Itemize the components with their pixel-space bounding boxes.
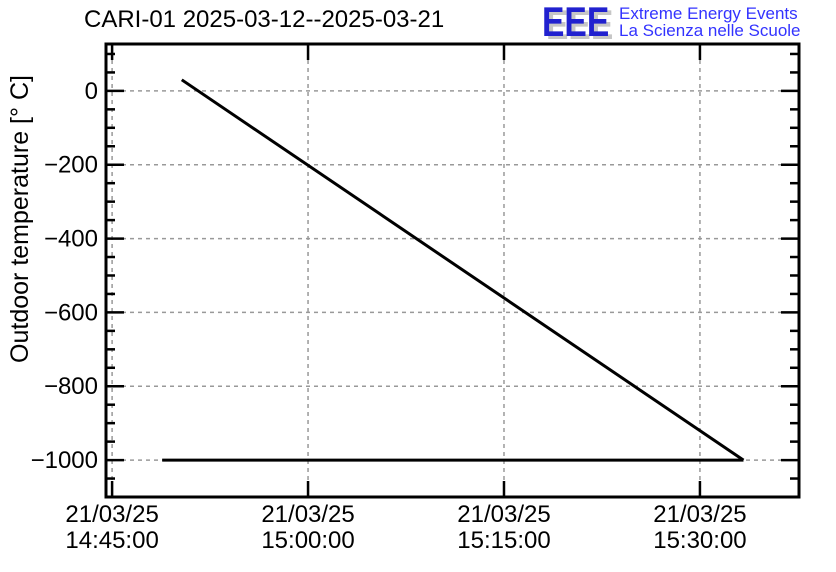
grid [106,44,799,497]
x-tick-label-date: 21/03/25 [65,501,158,528]
eee-logo: EEE Extreme Energy Events La Scienza nel… [542,0,801,45]
eee-logo-tagline: Extreme Energy Events La Scienza nelle S… [619,3,801,40]
plot-title: CARI-01 2025-03-12--2025-03-21 [84,6,445,33]
eee-tagline-line1: Extreme Energy Events [619,3,798,23]
axis-ticks [106,44,799,497]
y-tick-label: 0 [85,78,98,105]
x-tick-label-time: 15:30:00 [653,527,746,554]
y-tick-label: −200 [44,152,98,179]
x-tick-label-date: 21/03/25 [457,501,550,528]
x-tick-label-time: 14:45:00 [65,527,158,554]
y-tick-label: −800 [44,373,98,400]
x-tick-label-time: 15:15:00 [457,527,550,554]
y-tick-label: −400 [44,226,98,253]
x-tick-labels: 21/03/2514:45:0021/03/2515:00:0021/03/25… [65,501,746,554]
x-tick-label-date: 21/03/25 [261,501,354,528]
plot-frame [104,42,801,499]
y-tick-label: −600 [44,299,98,326]
x-tick-label-time: 15:00:00 [261,527,354,554]
x-tick-label-date: 21/03/25 [653,501,746,528]
series-outdoor-temperature-trend [180,78,745,462]
y-tick-labels: 0 −200 −400 −600 −800 −1000 [31,78,98,474]
eee-logo-letters: EEE [542,0,610,45]
y-tick-label: −1000 [31,447,98,474]
eee-tagline-line2: La Scienza nelle Scuole [619,21,801,40]
